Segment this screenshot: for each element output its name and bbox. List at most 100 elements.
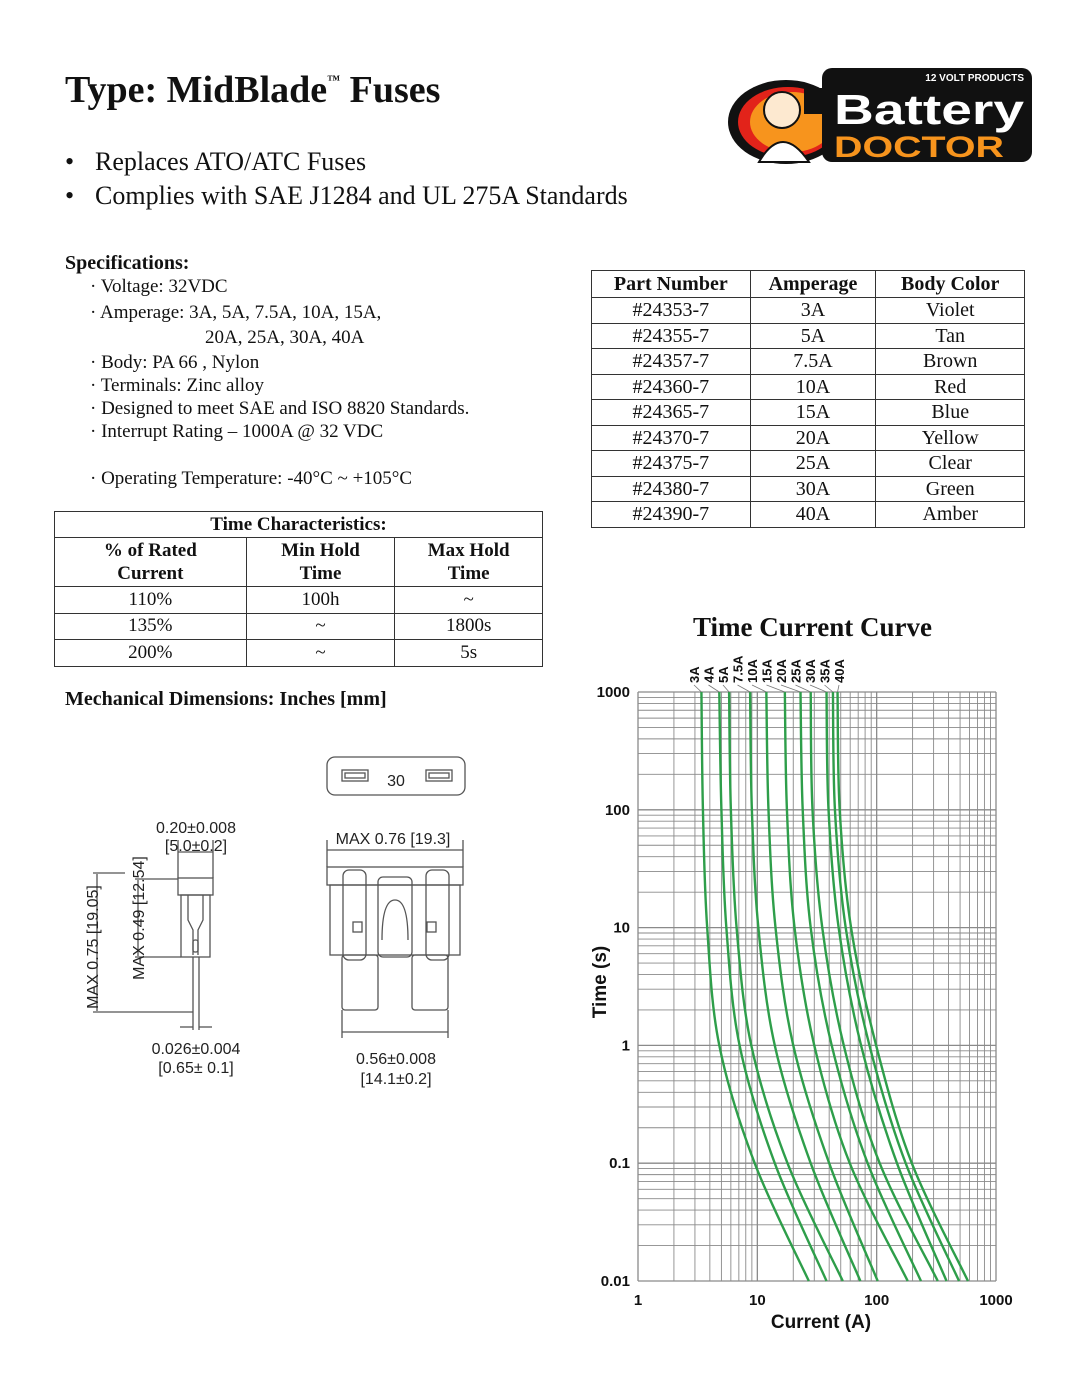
table-cell: 200% — [54, 639, 247, 667]
table-cell: 30A — [749, 475, 877, 502]
table-cell: #24375-7 — [591, 450, 751, 477]
fuse-rating-label: 30 — [387, 773, 405, 790]
table-cell: #24390-7 — [591, 501, 751, 528]
table-row: #24360-7 10A Red — [591, 373, 1025, 400]
dim-total-height: MAX 0.75 [19.05] — [85, 885, 102, 1009]
dim-side-width-mm: [5.0±0.2] — [165, 838, 227, 855]
table-cell: #24360-7 — [591, 373, 751, 400]
y-tick-label: 10 — [613, 920, 630, 937]
table-cell: 7.5A — [749, 348, 877, 375]
table-cell: Green — [875, 475, 1025, 502]
table-header-row: Part Number Amperage Body Color — [591, 270, 1025, 298]
title-text: Type: MidBlade — [65, 69, 328, 111]
table-cell: 25A — [749, 450, 877, 477]
curve-label: 10A — [745, 659, 760, 683]
curve-label: 20A — [774, 659, 789, 683]
x-tick-label: 1 — [634, 1292, 642, 1309]
table-row: #24380-7 30A Green — [591, 475, 1025, 502]
curve-label-leader — [766, 684, 785, 693]
table-cell: Violet — [875, 297, 1025, 324]
dim-blade-thickness-mm: [0.65± 0.1] — [158, 1060, 234, 1077]
table-cell: Clear — [875, 450, 1025, 477]
dim-body-height: MAX 0.49 [12.54] — [131, 856, 148, 980]
spec-body: · Body: PA 66 , Nylon — [90, 352, 260, 373]
table-cell: 10A — [749, 373, 877, 400]
curve-label-leader — [824, 684, 834, 693]
column-header: Min Hold Time — [245, 537, 396, 587]
table-row: #24357-7 7.5A Brown — [591, 348, 1025, 375]
table-cell: Blue — [875, 399, 1025, 426]
table-cell: 1800s — [394, 612, 543, 640]
y-tick-label: 1 — [622, 1037, 630, 1054]
column-header: Amperage — [749, 270, 877, 298]
table-header-row: % of Rated Current Min Hold Time Max Hol… — [54, 537, 543, 587]
spec-terminals: · Terminals: Zinc alloy — [90, 375, 265, 396]
curve-label: 15A — [760, 659, 775, 683]
table-cell: Red — [875, 373, 1025, 400]
table-title: Time Characteristics: — [54, 511, 543, 538]
column-header: Body Color — [875, 270, 1025, 298]
curve-label-leader — [751, 684, 767, 693]
curve-label-leader — [722, 684, 730, 693]
table-cell: 100h — [245, 586, 396, 614]
curve-label: 4A — [702, 666, 717, 683]
table-cell: 15A — [749, 399, 877, 426]
table-cell: #24355-7 — [591, 322, 751, 349]
column-header-text: % of Rated Current — [103, 540, 197, 584]
y-tick-label: 0.1 — [609, 1155, 630, 1172]
table-cell: 5s — [394, 639, 543, 667]
table-cell: ~ — [394, 586, 543, 614]
table-row: #24365-7 15A Blue — [591, 399, 1025, 426]
title-text-suffix: Fuses — [340, 69, 441, 111]
curve-label-leader — [708, 684, 720, 693]
dim-blade-thickness-in: 0.026±0.004 — [152, 1041, 241, 1058]
spec-operating-temp: · Operating Temperature: -40°C ~ +105°C — [90, 468, 413, 489]
fuse-dimension-drawing: 30 0.20±0.008 [5.0±0.2] MAX 0.49 [12.54]… — [85, 756, 466, 1088]
curve-label: 35A — [818, 659, 833, 683]
y-tick-label: 0.01 — [601, 1273, 630, 1290]
column-header-text: Min Hold Time — [281, 540, 360, 584]
table-cell: #24357-7 — [591, 348, 751, 375]
table-row: 200% ~5s — [54, 639, 543, 667]
y-tick-label: 100 — [605, 802, 630, 819]
feature-text: Replaces ATO/ATC Fuses — [95, 147, 367, 176]
x-tick-label: 100 — [864, 1292, 889, 1309]
curve-label: 7.5A — [731, 655, 746, 683]
curve-35A — [831, 691, 961, 1282]
x-axis-label: Current (A) — [771, 1312, 871, 1333]
feature-text: Complies with SAE J1284 and UL 275A Stan… — [95, 181, 628, 210]
table-cell: #24353-7 — [591, 297, 751, 324]
table-cell: Yellow — [875, 424, 1025, 451]
table-cell: ~ — [245, 612, 396, 640]
y-axis-label: Time (s) — [590, 946, 611, 1019]
dim-blade-span-in: 0.56±0.008 — [356, 1051, 436, 1068]
table-row: #24390-7 40A Amber — [591, 501, 1025, 528]
table-cell: 135% — [54, 612, 247, 640]
curve-label: 30A — [803, 659, 818, 683]
dim-blade-span-mm: [14.1±0.2] — [360, 1071, 431, 1088]
time-characteristics-table: Time Characteristics: % of Rated Current… — [54, 511, 543, 667]
curve-label-leader — [837, 684, 840, 693]
curve-10A — [765, 691, 879, 1282]
battery-doctor-logo: 12 VOLT PRODUCTS Battery DOCTOR — [728, 68, 1032, 164]
column-header-text: Max Hold Time — [427, 540, 510, 584]
table-row: #24375-7 25A Clear — [591, 450, 1025, 477]
curve-20A — [799, 691, 923, 1282]
table-cell: Amber — [875, 501, 1025, 528]
dim-max-width: MAX 0.76 [19.3] — [336, 831, 451, 848]
column-header: % of Rated Current — [54, 537, 247, 587]
table-row: #24355-7 5A Tan — [591, 322, 1025, 349]
logo-word-doctor: DOCTOR — [834, 131, 1004, 164]
dim-side-width-in: 0.20±0.008 — [156, 820, 236, 837]
column-header: Max Hold Time — [394, 537, 543, 587]
curve-7-5A — [748, 691, 862, 1282]
curve-label: 3A — [687, 666, 702, 683]
curve-label-leader — [737, 684, 751, 693]
curve-label-leader — [795, 684, 811, 693]
curve-25A — [809, 691, 939, 1282]
x-tick-label: 1000 — [979, 1292, 1012, 1309]
feature-bullet: • Complies with SAE J1284 and UL 275A Sta… — [65, 181, 628, 210]
curve-label-leader — [809, 684, 827, 693]
logo-word-battery: Battery — [834, 86, 1025, 133]
table-cell: Tan — [875, 322, 1025, 349]
